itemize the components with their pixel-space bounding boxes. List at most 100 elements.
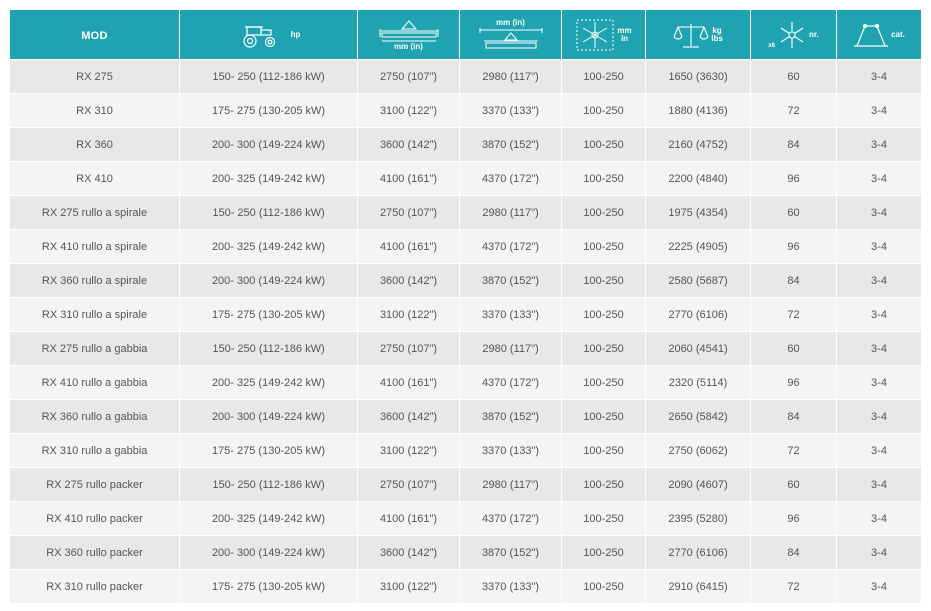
cell-rotor-diameter: 100-250 <box>562 127 646 161</box>
cell-weight: 2090 (4607) <box>646 467 751 501</box>
cell-model: RX 275 rullo packer <box>10 467 180 501</box>
header-working-width-label: mm (in) <box>394 41 423 51</box>
table-row: RX 310 175- 275 (130-205 kW) 3100 (122") 33… <box>10 93 921 127</box>
cell-total-width: 3370 (133") <box>460 433 562 467</box>
cell-model: RX 410 rullo a spirale <box>10 229 180 263</box>
cell-total-width: 3870 (152") <box>460 263 562 297</box>
cell-total-width: 2980 (117") <box>460 331 562 365</box>
cell-model: RX 275 rullo a gabbia <box>10 331 180 365</box>
cell-weight: 2770 (6106) <box>646 535 751 569</box>
spec-table-container: MOD hp <box>10 10 921 603</box>
cell-working-width: 3600 (142") <box>358 263 460 297</box>
header-category: cat. <box>837 10 921 59</box>
cell-power: 200- 300 (149-224 kW) <box>180 399 358 433</box>
header-row: MOD hp <box>10 10 921 59</box>
table-row: RX 275 rullo a gabbia 150- 250 (112-186 k… <box>10 331 921 365</box>
total-width-icon <box>479 27 542 48</box>
header-weight: kg lbs <box>646 10 751 59</box>
table-row: RX 275 rullo a spirale 150- 250 (112-186 … <box>10 195 921 229</box>
cell-power: 200- 325 (149-242 kW) <box>180 229 358 263</box>
table-row: RX 275 150- 250 (112-186 kW) 2750 (107") 29… <box>10 59 921 93</box>
cell-tines: 96 <box>751 365 837 399</box>
cell-tines: 84 <box>751 263 837 297</box>
cell-rotor-diameter: 100-250 <box>562 297 646 331</box>
header-category-label: cat. <box>891 29 905 39</box>
cell-rotor-diameter: 100-250 <box>562 229 646 263</box>
table-row: RX 360 rullo a gabbia 200- 300 (149-224 k… <box>10 399 921 433</box>
header-rotor-in: in <box>620 33 629 43</box>
cell-category: 3-4 <box>837 467 921 501</box>
cell-working-width: 2750 (107") <box>358 467 460 501</box>
cell-category: 3-4 <box>837 365 921 399</box>
cell-total-width: 3370 (133") <box>460 569 562 603</box>
cell-model: RX 410 rullo a gabbia <box>10 365 180 399</box>
cell-weight: 2060 (4541) <box>646 331 751 365</box>
cell-rotor-diameter: 100-250 <box>562 535 646 569</box>
cell-rotor-diameter: 100-250 <box>562 399 646 433</box>
cell-model: RX 360 <box>10 127 180 161</box>
cell-power: 200- 325 (149-242 kW) <box>180 501 358 535</box>
cell-model: RX 360 rullo a gabbia <box>10 399 180 433</box>
cell-total-width: 2980 (117") <box>460 59 562 93</box>
cell-weight: 2200 (4840) <box>646 161 751 195</box>
cell-weight: 2650 (5842) <box>646 399 751 433</box>
header-rotor-mm: mm <box>617 25 632 35</box>
cell-total-width: 2980 (117") <box>460 195 562 229</box>
cell-category: 3-4 <box>837 93 921 127</box>
cell-weight: 2320 (5114) <box>646 365 751 399</box>
cell-working-width: 3100 (122") <box>358 569 460 603</box>
header-working-width: mm (in) <box>358 10 460 59</box>
table-row: RX 275 rullo packer 150- 250 (112-186 kW)… <box>10 467 921 501</box>
cell-category: 3-4 <box>837 229 921 263</box>
cell-working-width: 3100 (122") <box>358 297 460 331</box>
spec-table: MOD hp <box>10 10 921 603</box>
cell-rotor-diameter: 100-250 <box>562 161 646 195</box>
header-total-width: mm (in) <box>460 10 562 59</box>
cell-power: 175- 275 (130-205 kW) <box>180 93 358 127</box>
cell-working-width: 4100 (161") <box>358 229 460 263</box>
cell-working-width: 3600 (142") <box>358 127 460 161</box>
table-row: RX 360 rullo packer 200- 300 (149-224 kW)… <box>10 535 921 569</box>
cell-total-width: 4370 (172") <box>460 501 562 535</box>
cell-power: 175- 275 (130-205 kW) <box>180 569 358 603</box>
cell-rotor-diameter: 100-250 <box>562 433 646 467</box>
cell-total-width: 4370 (172") <box>460 161 562 195</box>
cell-tines: 84 <box>751 535 837 569</box>
cell-tines: 60 <box>751 331 837 365</box>
cell-rotor-diameter: 100-250 <box>562 331 646 365</box>
cell-working-width: 4100 (161") <box>358 501 460 535</box>
cell-category: 3-4 <box>837 433 921 467</box>
cell-working-width: 3100 (122") <box>358 93 460 127</box>
table-row: RX 310 rullo packer 175- 275 (130-205 kW)… <box>10 569 921 603</box>
cell-category: 3-4 <box>837 399 921 433</box>
cell-model: RX 410 rullo packer <box>10 501 180 535</box>
cell-weight: 1880 (4136) <box>646 93 751 127</box>
cell-weight: 2225 (4905) <box>646 229 751 263</box>
cell-tines: 72 <box>751 433 837 467</box>
cell-category: 3-4 <box>837 195 921 229</box>
header-weight-lbs: lbs <box>711 33 723 43</box>
header-mod: MOD <box>10 10 180 59</box>
header-tines-label: nr. <box>808 29 819 39</box>
cell-tines: 60 <box>751 195 837 229</box>
working-width-icon <box>379 19 438 41</box>
cell-rotor-diameter: 100-250 <box>562 569 646 603</box>
cell-total-width: 4370 (172") <box>460 229 562 263</box>
cell-total-width: 3870 (152") <box>460 535 562 569</box>
header-hp-label: hp <box>290 29 301 39</box>
cell-weight: 2750 (6062) <box>646 433 751 467</box>
cell-power: 200- 300 (149-224 kW) <box>180 535 358 569</box>
cell-model: RX 310 <box>10 93 180 127</box>
cell-category: 3-4 <box>837 59 921 93</box>
table-row: RX 410 rullo a spirale 200- 325 (149-242 … <box>10 229 921 263</box>
cell-power: 150- 250 (112-186 kW) <box>180 467 358 501</box>
cell-working-width: 4100 (161") <box>358 161 460 195</box>
cell-model: RX 310 rullo a spirale <box>10 297 180 331</box>
spec-table-body: RX 275 150- 250 (112-186 kW) 2750 (107") 29… <box>10 59 921 603</box>
cell-total-width: 3870 (152") <box>460 399 562 433</box>
cell-rotor-diameter: 100-250 <box>562 365 646 399</box>
cell-tines: 60 <box>751 59 837 93</box>
cell-power: 200- 325 (149-242 kW) <box>180 161 358 195</box>
header-rotor-diameter: mm in <box>562 10 646 59</box>
tines-icon <box>780 21 804 48</box>
